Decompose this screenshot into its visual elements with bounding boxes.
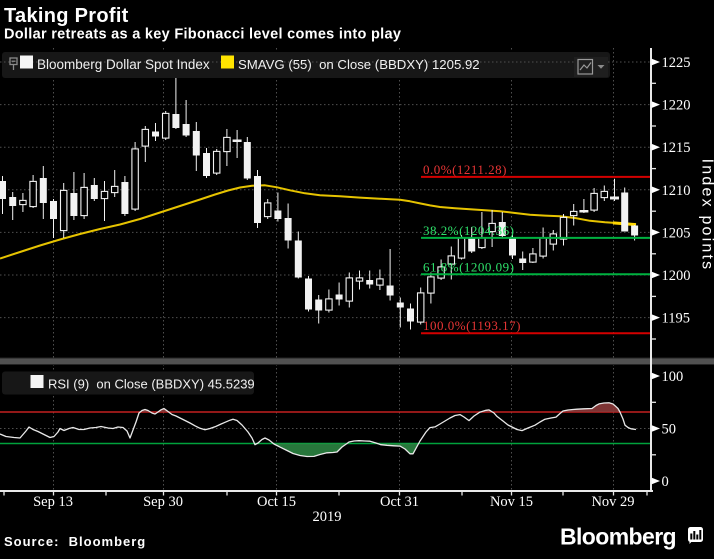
svg-text:Nov 29: Nov 29	[591, 494, 634, 510]
svg-text:SMAVG (55) on Close (BBDXY) 1: SMAVG (55) on Close (BBDXY) 1205.92	[238, 57, 480, 72]
svg-text:RSI (9) on Close (BBDXY) 45.5: RSI (9) on Close (BBDXY) 45.5239	[48, 377, 255, 392]
svg-text:1210: 1210	[662, 183, 691, 199]
svg-text:Taking Profit: Taking Profit	[4, 5, 129, 27]
svg-text:1220: 1220	[662, 98, 691, 114]
svg-text:1200: 1200	[662, 268, 691, 284]
svg-text:38.2%(1204.36): 38.2%(1204.36)	[423, 223, 515, 238]
svg-text:100.0%(1193.17): 100.0%(1193.17)	[423, 318, 521, 333]
svg-text:1225: 1225	[662, 55, 691, 71]
svg-text:61.8%(1200.09): 61.8%(1200.09)	[423, 259, 515, 274]
svg-text:Source: Bloomberg: Source: Bloomberg	[4, 534, 146, 549]
svg-text:0.0%(1211.28): 0.0%(1211.28)	[423, 162, 507, 177]
svg-text:Bloomberg Dollar Spot Index: Bloomberg Dollar Spot Index	[37, 57, 210, 72]
svg-text:Oct 15: Oct 15	[257, 494, 296, 510]
svg-text:Index points: Index points	[699, 159, 714, 272]
svg-text:Oct 31: Oct 31	[380, 494, 419, 510]
svg-text:Dollar retreats as a key Fibon: Dollar retreats as a key Fibonacci level…	[4, 27, 401, 43]
svg-text:2019: 2019	[313, 509, 342, 525]
svg-text:Bloomberg: Bloomberg	[560, 524, 676, 550]
svg-text:100: 100	[662, 369, 684, 385]
svg-text:1195: 1195	[662, 311, 690, 327]
svg-text:1205: 1205	[662, 225, 691, 241]
svg-text:1215: 1215	[662, 140, 691, 156]
svg-text:Sep 30: Sep 30	[143, 494, 183, 510]
svg-text:Sep 13: Sep 13	[33, 494, 73, 510]
svg-text:50: 50	[662, 422, 677, 438]
svg-text:Nov 15: Nov 15	[490, 494, 533, 510]
svg-text:0: 0	[662, 474, 669, 490]
